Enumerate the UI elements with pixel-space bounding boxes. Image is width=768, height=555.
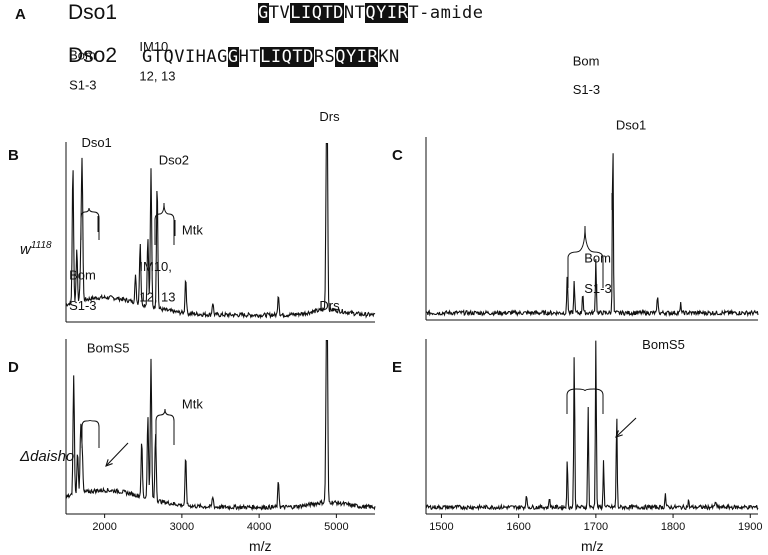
peak-label: Dso1 bbox=[616, 118, 646, 133]
spectrum-trace-c bbox=[425, 153, 759, 318]
peak-label: IM10, bbox=[139, 39, 172, 54]
conserved-residues: QYIR bbox=[335, 47, 379, 67]
peak-label: Mtk bbox=[182, 223, 203, 238]
peak-label: Dso2 bbox=[159, 153, 189, 168]
seq-name-dso2: Dso2 bbox=[68, 44, 118, 67]
peak-label: Dso1 bbox=[81, 135, 111, 150]
spectrum-trace-d bbox=[65, 340, 376, 512]
arrow-boms5-e bbox=[615, 417, 637, 438]
peak-label: Bom bbox=[573, 53, 600, 68]
seq-name-dso1: Dso1 bbox=[68, 1, 118, 24]
row-label-w: w bbox=[20, 241, 31, 258]
x-tick-label: 1900 bbox=[738, 521, 762, 533]
bracket-im-d bbox=[155, 408, 175, 445]
conserved-residues: G bbox=[258, 3, 269, 23]
sequence-residues: TV bbox=[268, 3, 291, 23]
peak-label: 12, 13 bbox=[139, 69, 175, 84]
x-tick-label: 2000 bbox=[92, 521, 116, 533]
panel-letter-a: A bbox=[15, 6, 26, 23]
row-label-sup: 1118 bbox=[30, 240, 52, 251]
arrow-boms5-d-head bbox=[105, 459, 113, 467]
x-tick-label: 1500 bbox=[429, 521, 453, 533]
arrow-boms5-d bbox=[105, 442, 129, 467]
bracket-bom-d bbox=[81, 419, 100, 448]
peak-label: S1-3 bbox=[69, 298, 96, 313]
peak-label: BomS5 bbox=[87, 341, 130, 356]
x-tick-label: 5000 bbox=[324, 521, 348, 533]
peak-label: Drs bbox=[319, 298, 340, 313]
conserved-residues: LIQTD bbox=[290, 3, 344, 23]
bracket-im-b bbox=[154, 202, 175, 245]
row-label-w1118: w1118 bbox=[20, 240, 52, 258]
spectrum-trace-e bbox=[425, 340, 759, 512]
sequence-dso1: GTVLIQTDNTQYIRT-amide bbox=[258, 3, 484, 23]
arrow-boms5-e-head bbox=[615, 430, 623, 438]
x-tick-label: 1800 bbox=[661, 521, 685, 533]
conserved-residues: QYIR bbox=[365, 3, 409, 23]
sequence-residues: HT bbox=[238, 47, 261, 67]
sequence-dso2: GTQVIHAGGHTLIQTDRSQYIRKN bbox=[142, 47, 400, 67]
bracket-bom-e bbox=[566, 388, 604, 414]
row-label-daisho: Δdaisho bbox=[20, 448, 75, 465]
peak-label: Bom bbox=[584, 250, 611, 265]
bracket-bom-c bbox=[567, 225, 604, 288]
panel-letter-b: B bbox=[8, 147, 19, 164]
peak-label: S1-3 bbox=[573, 82, 600, 97]
peak-label: S1-3 bbox=[584, 281, 611, 296]
peak-label: BomS5 bbox=[642, 337, 685, 352]
panel-letter-c: C bbox=[392, 147, 403, 164]
xlabel-right: m/z bbox=[581, 538, 604, 554]
x-tick-label: 1600 bbox=[506, 521, 530, 533]
spectrum-trace-b bbox=[65, 142, 376, 320]
sequence-residues: KN bbox=[378, 47, 400, 67]
panel-letter-d: D bbox=[8, 359, 19, 376]
panel-letter-e: E bbox=[392, 359, 402, 376]
peak-label: IM10, bbox=[139, 259, 172, 274]
sequence-residues: T-amide bbox=[408, 3, 484, 23]
sequence-residues: RS bbox=[313, 47, 336, 67]
sequence-residues: GTQVIHAG bbox=[142, 47, 228, 67]
sequence-residues: NT bbox=[343, 3, 366, 23]
x-tick-label: 1700 bbox=[584, 521, 608, 533]
x-tick-label: 3000 bbox=[170, 521, 194, 533]
peak-label: Mtk bbox=[182, 397, 203, 412]
bracket-bom-b bbox=[80, 207, 100, 240]
peak-label: S1-3 bbox=[69, 77, 96, 92]
peak-label: Drs bbox=[319, 109, 340, 124]
peak-label: Bom bbox=[69, 48, 96, 63]
peak-label: Bom bbox=[69, 267, 96, 282]
x-tick-label: 4000 bbox=[247, 521, 271, 533]
xlabel-left: m/z bbox=[249, 538, 272, 554]
conserved-residues: G bbox=[227, 47, 239, 67]
conserved-residues: LIQTD bbox=[260, 47, 314, 67]
peak-label: 12, 13 bbox=[139, 290, 175, 305]
